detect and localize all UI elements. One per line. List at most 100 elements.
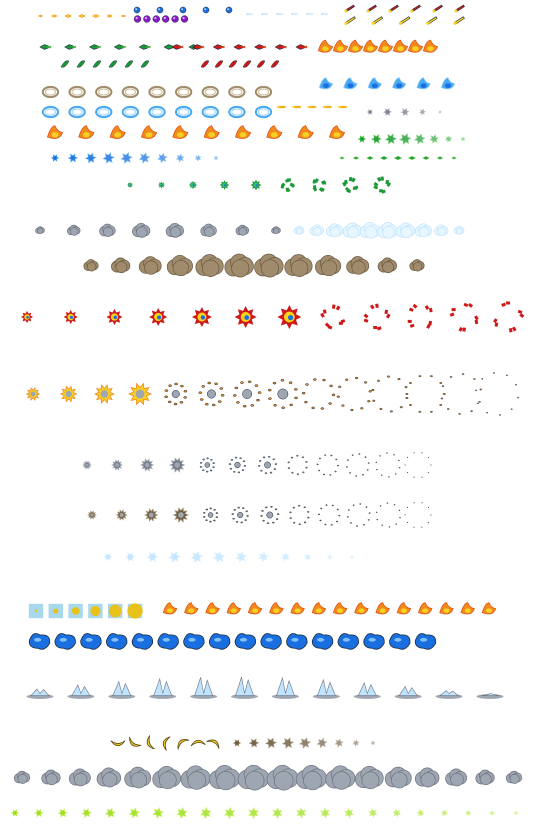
green-splats-frame: [444, 135, 453, 143]
green-missiles-row: [39, 44, 201, 50]
big-explosion-frame: [301, 378, 336, 410]
water-splash-frame: [190, 677, 218, 699]
blue-smoke-rings-frame: [82, 460, 92, 470]
mixed-particles-frame: [10, 809, 20, 817]
red-explosion-frame: [449, 302, 479, 332]
dust-clouds-frame: [83, 259, 99, 272]
smoke-puffs-a-frame: [132, 222, 151, 238]
red-missiles-row: [171, 44, 308, 50]
gold-sparks-frame: [37, 14, 44, 18]
mixed-particles-frame: [416, 808, 425, 818]
dust-clouds-frame: [346, 256, 370, 275]
smoke-columns-frame: [354, 765, 384, 790]
green-sparkles-frame: [407, 155, 417, 161]
big-explosion-frame: [198, 381, 225, 407]
fireballs-row-frame: [203, 125, 220, 139]
blue-orbs-frame: [156, 6, 164, 14]
red-shards-frame: [228, 60, 238, 68]
mixed-particles-frame: [464, 809, 472, 817]
blue-bursts-frame: [175, 153, 185, 163]
blue-plasma-frame: [416, 77, 431, 90]
ice-clouds-frame: [396, 222, 416, 239]
dust-smoke-rings-frame: [260, 505, 280, 525]
water-blobs-frame: [80, 633, 102, 650]
red-missiles-frame: [233, 44, 246, 50]
blue-orbs-frame: [133, 6, 141, 14]
smoke-columns-frame: [384, 766, 412, 789]
ice-streaks-frame: [261, 13, 268, 15]
smoke-columns-frame: [414, 767, 440, 788]
mixed-particles-frame: [247, 806, 260, 820]
green-blasts-frame: [219, 180, 230, 190]
flame-rockets-frame: [426, 16, 438, 25]
big-explosion-frame: [93, 384, 115, 404]
debris-frame: [298, 737, 312, 749]
water-blobs-frame: [260, 633, 282, 650]
fire-streaks-frame: [307, 105, 317, 109]
bananas-frame: [146, 735, 155, 750]
ice-puffs-frame: [189, 550, 204, 564]
green-leaves-frame: [76, 60, 86, 68]
small-flames-frame: [407, 39, 424, 53]
smoke-puffs-a-frame: [35, 226, 45, 235]
blue-smoke-rings-frame: [199, 457, 215, 473]
blue-plasma-frame: [318, 77, 334, 90]
red-shards-frame: [200, 60, 210, 68]
blue-bursts-frame: [84, 152, 97, 164]
red-explosion-frame: [191, 307, 212, 327]
gray-splats-frame: [400, 107, 410, 117]
bananas-frame: [190, 739, 206, 747]
ice-clouds-frame: [453, 225, 465, 235]
fireball-trail-row: [162, 602, 497, 615]
green-splats-row: [357, 133, 466, 145]
blue-orbs-frame: [202, 6, 210, 14]
blue-smoke-rings-frame: [111, 459, 124, 471]
ice-streaks-row: [246, 13, 328, 15]
ice-rings-frame: [95, 105, 113, 119]
blue-plasma-frame: [367, 77, 382, 90]
purple-orbs-frame: [133, 15, 142, 23]
fireball-trail-frame: [354, 602, 369, 615]
bananas-frame: [177, 739, 190, 750]
gray-splats-frame: [366, 109, 374, 115]
red-shards-frame: [270, 60, 280, 68]
fire-streaks-frame: [292, 105, 302, 109]
dust-smoke-rings-frame: [317, 504, 341, 526]
fireball-trail-frame: [269, 602, 284, 615]
dust-smoke-rings-frame: [87, 510, 97, 520]
ice-puffs-frame: [167, 550, 182, 564]
green-blasts-frame: [373, 176, 392, 194]
blue-orbs-row: [133, 6, 233, 14]
water-blobs-frame: [286, 633, 308, 650]
green-splats-frame: [384, 133, 397, 145]
smoke-columns-frame: [180, 765, 211, 790]
red-rockets-frame: [388, 4, 399, 13]
red-missiles-frame: [254, 44, 267, 50]
red-rockets-frame: [432, 4, 443, 13]
mixed-particles-frame: [223, 806, 236, 820]
green-blasts-frame: [127, 182, 133, 188]
blue-orbs-frame: [179, 6, 187, 14]
mixed-particles-frame: [104, 807, 117, 819]
fireball-trail-frame: [418, 602, 433, 615]
fireballs-row-frame: [329, 125, 346, 139]
flame-rockets-frame: [453, 16, 465, 25]
big-explosion-frame: [25, 387, 41, 401]
red-explosion-frame: [363, 303, 391, 331]
yellow-tiles-frame: [28, 603, 44, 619]
green-blasts-frame: [280, 178, 296, 193]
blue-plasma-frame: [392, 77, 407, 90]
gold-sparks-frame: [51, 14, 58, 18]
yellow-tiles-frame: [88, 603, 103, 619]
fireballs-row-frame: [266, 125, 283, 139]
dust-smoke-rings-row: [87, 502, 432, 528]
blue-smoke-rings-frame: [316, 454, 339, 476]
debris-frame: [334, 738, 344, 748]
mixed-particles-frame: [343, 807, 355, 819]
smoke-columns-frame: [505, 770, 523, 784]
smoke-columns-frame: [325, 765, 356, 790]
water-blobs-frame: [363, 633, 385, 650]
ice-rings-frame: [41, 105, 60, 119]
smoke-columns-frame: [237, 764, 270, 791]
